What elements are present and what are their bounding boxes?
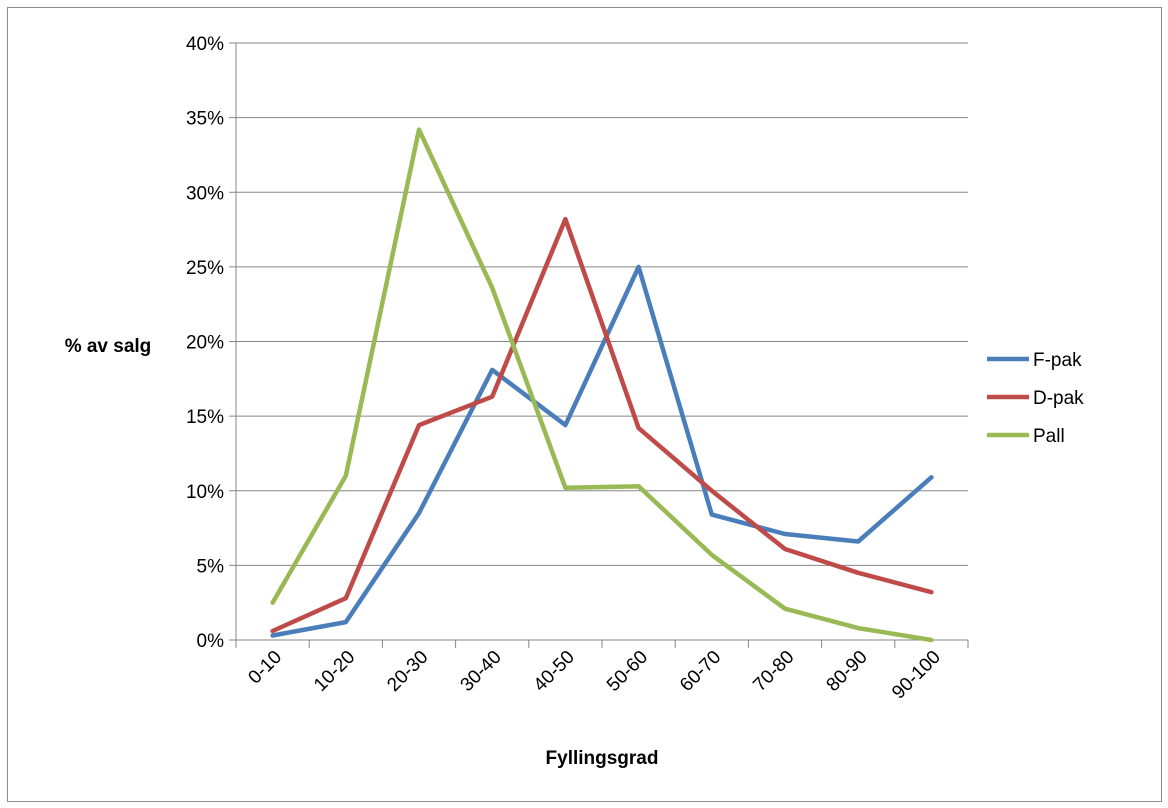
y-tick-label: 30%: [186, 183, 224, 204]
x-tick-label: 70-80: [749, 647, 798, 696]
y-tick-labels: 0% 5% 10% 15% 20% 25% 30% 35% 40%: [186, 34, 224, 652]
legend: F-pak D-pak Pall: [987, 350, 1084, 447]
y-tick-label: 5%: [197, 556, 225, 577]
axes: [229, 42, 969, 648]
y-tick-label: 15%: [186, 407, 224, 428]
x-tick-label: 40-50: [530, 647, 579, 696]
y-tick-label: 40%: [186, 34, 224, 55]
y-axis-title: % av salg: [65, 336, 152, 357]
x-tick-label: 60-70: [676, 647, 725, 696]
y-tick-label: 10%: [186, 482, 224, 503]
legend-label-d-pak: D-pak: [1033, 388, 1084, 409]
x-tick-label: 50-60: [603, 647, 652, 696]
legend-label-f-pak: F-pak: [1033, 350, 1082, 371]
series-lines: [270, 127, 934, 643]
x-tick-labels: 0-10 10-20 20-30 30-40 40-50 50-60 60-70 70-80 8…: [244, 647, 945, 704]
y-tick-label: 20%: [186, 333, 224, 354]
y-tick-label: 0%: [197, 631, 225, 652]
x-tick-label: 90-100: [888, 647, 945, 704]
x-tick-label: 80-90: [823, 647, 872, 696]
legend-label-pall: Pall: [1033, 426, 1065, 447]
series-line-f-pak: [270, 264, 934, 638]
x-tick-label: 10-20: [310, 647, 359, 696]
x-tick-label: 30-40: [457, 647, 506, 696]
series-line-pall: [270, 127, 934, 643]
x-tick-label: 0-10: [244, 647, 286, 689]
series-line-d-pak: [270, 216, 934, 634]
chart-frame: [7, 7, 1162, 802]
y-tick-label: 35%: [186, 109, 224, 130]
x-axis-title: Fyllingsgrad: [546, 748, 659, 769]
x-tick-label: 20-30: [383, 647, 432, 696]
y-tick-label: 25%: [186, 258, 224, 279]
